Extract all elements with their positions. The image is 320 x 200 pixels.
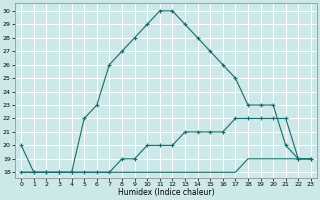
- X-axis label: Humidex (Indice chaleur): Humidex (Indice chaleur): [118, 188, 214, 197]
